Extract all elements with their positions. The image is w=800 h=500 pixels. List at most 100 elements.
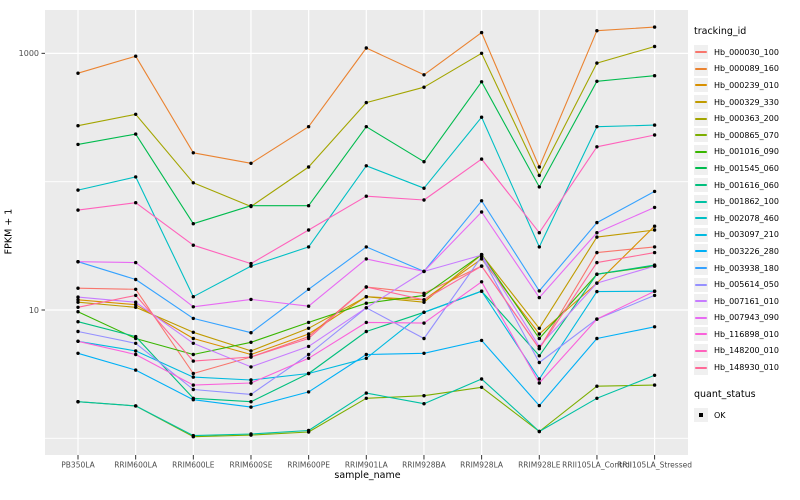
legend-item-label: Hb_003097_210 — [714, 230, 779, 240]
data-point — [76, 286, 80, 290]
legend-item-label: Hb_001616_060 — [714, 180, 779, 190]
data-point — [479, 30, 484, 35]
data-point — [364, 257, 368, 261]
data-point — [537, 173, 541, 178]
data-point — [306, 125, 311, 129]
legend-item-Hb_001016_090: Hb_001016_090 — [694, 144, 798, 161]
data-point — [191, 336, 195, 341]
line-key-icon — [694, 78, 708, 93]
data-point — [76, 320, 80, 324]
x-tick-label: RRIM600PE — [287, 461, 330, 470]
data-point — [191, 305, 195, 309]
data-point — [479, 115, 484, 119]
data-point — [191, 387, 195, 392]
legend-item-label: Hb_000865_070 — [714, 130, 779, 140]
line-key-icon — [694, 194, 708, 209]
data-point — [191, 330, 195, 334]
data-point — [537, 289, 541, 293]
data-point — [76, 295, 80, 299]
data-point — [76, 339, 80, 343]
legend-item-Hb_116898_010: Hb_116898_010 — [694, 326, 798, 343]
data-point — [537, 429, 541, 434]
color-swatch — [695, 349, 707, 352]
color-swatch — [695, 333, 707, 336]
color-swatch — [695, 267, 707, 270]
data-point — [595, 396, 599, 400]
data-point — [364, 285, 368, 289]
data-point — [537, 326, 541, 330]
data-point — [537, 346, 541, 351]
x-tick-label: PB350LA — [61, 461, 95, 470]
line-key-icon — [694, 227, 708, 242]
point-key-icon — [694, 408, 708, 423]
legend-item-Hb_002078_460: Hb_002078_460 — [694, 210, 798, 227]
legend-item-Hb_001862_100: Hb_001862_100 — [694, 193, 798, 210]
data-point — [364, 391, 368, 395]
data-point — [306, 356, 311, 360]
data-point — [595, 125, 599, 129]
data-point — [306, 326, 311, 330]
color-swatch — [695, 283, 707, 286]
data-point — [652, 189, 657, 194]
data-point — [422, 160, 426, 164]
line-key-icon — [694, 178, 708, 193]
data-point — [306, 204, 311, 208]
data-point — [652, 264, 657, 268]
data-point — [422, 394, 426, 398]
data-point — [422, 298, 426, 302]
legend-item-label: Hb_007943_090 — [714, 313, 779, 323]
data-point — [422, 186, 426, 190]
data-point — [537, 336, 541, 341]
data-point — [134, 293, 138, 298]
line-key-icon — [694, 360, 708, 375]
data-point — [134, 349, 138, 353]
legend-item-label: Hb_003938_180 — [714, 263, 779, 273]
data-point — [422, 402, 426, 406]
data-point — [364, 356, 368, 360]
data-point — [134, 260, 138, 265]
legend-item-ok: OK — [694, 407, 798, 424]
data-point — [134, 341, 138, 345]
data-point — [134, 201, 138, 205]
data-point — [134, 368, 138, 372]
data-point — [479, 253, 484, 257]
x-tick-label: RRIM600LA — [114, 461, 158, 470]
data-point — [249, 264, 253, 268]
data-point — [306, 352, 311, 357]
data-point — [191, 243, 195, 247]
color-swatch — [695, 233, 707, 236]
data-point — [652, 383, 657, 387]
data-point — [364, 295, 368, 299]
data-point — [306, 165, 311, 169]
data-point — [249, 365, 253, 369]
data-point — [652, 373, 657, 377]
data-point — [595, 289, 599, 294]
data-point — [479, 338, 484, 343]
legend-item-label: Hb_005614_050 — [714, 280, 779, 290]
data-point — [249, 340, 253, 344]
data-point — [76, 400, 80, 404]
data-point — [191, 375, 195, 379]
data-point — [191, 371, 195, 376]
data-point — [652, 228, 657, 232]
x-tick-label: RRIM928BA — [402, 461, 447, 470]
data-point — [191, 295, 195, 299]
legend-item-Hb_000089_160: Hb_000089_160 — [694, 61, 798, 78]
color-swatch — [695, 167, 707, 170]
data-point — [191, 352, 195, 357]
legend-item-Hb_003226_280: Hb_003226_280 — [694, 243, 798, 260]
x-tick-label: RRIM600SE — [230, 461, 273, 470]
data-point — [479, 199, 484, 203]
legend-item-Hb_000239_010: Hb_000239_010 — [694, 77, 798, 94]
data-point — [537, 165, 541, 169]
legend-item-label: Hb_003226_280 — [714, 246, 779, 256]
data-point — [76, 208, 80, 212]
data-point — [191, 181, 195, 185]
data-point — [249, 161, 253, 165]
data-point — [537, 381, 541, 385]
legend-item-label: OK — [714, 410, 726, 420]
data-point — [652, 44, 657, 49]
data-point — [537, 231, 541, 235]
data-point — [191, 222, 195, 226]
line-key-icon — [694, 277, 708, 292]
